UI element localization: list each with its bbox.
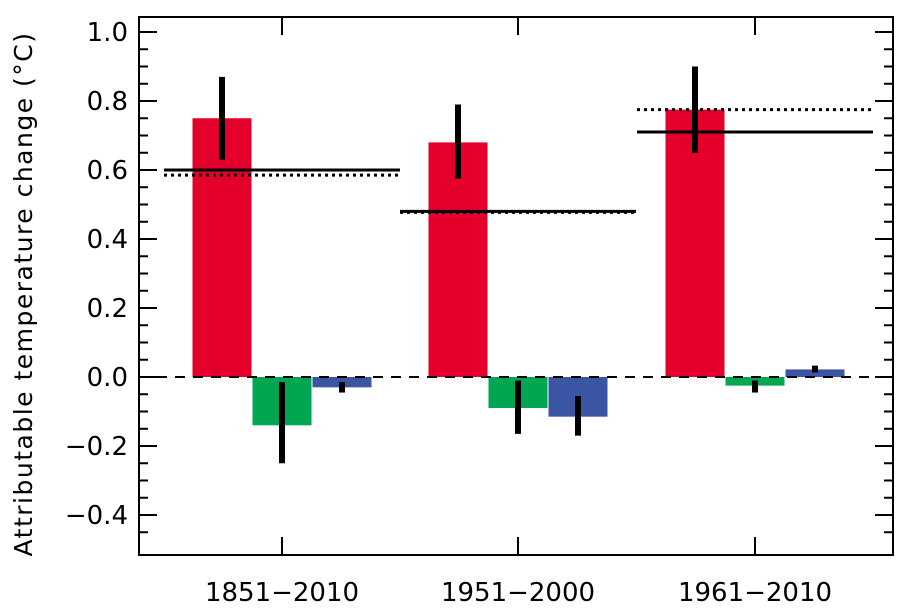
bar: [428, 142, 488, 377]
x-axis-ticks: [281, 17, 756, 555]
y-tick-label: 0.4: [87, 225, 128, 255]
y-tick-label: 0.8: [87, 87, 128, 117]
y-tick-labels: −0.4 −0.2 0.0 0.2 0.4 0.6 0.8 1.0: [65, 18, 128, 531]
y-tick-label: 0.6: [87, 156, 128, 186]
y-axis-label: Attributable temperature change (°C): [9, 32, 38, 557]
y-tick-label: 1.0: [87, 18, 128, 48]
x-tick-label: 1961−2010: [678, 578, 832, 608]
y-tick-label: 0.0: [87, 363, 128, 393]
bar: [785, 369, 845, 377]
bar: [665, 109, 725, 377]
x-tick-labels: 1851−2010 1951−2000 1961−2010: [205, 578, 832, 608]
y-tick-label: −0.2: [65, 432, 128, 462]
y-tick-label: −0.4: [65, 501, 128, 531]
y-axis-ticks: [139, 31, 893, 534]
bar: [192, 118, 252, 377]
plot-frame: [138, 16, 894, 556]
x-tick-label: 1851−2010: [205, 578, 359, 608]
reference-lines-layer: [164, 108, 873, 214]
y-tick-label: 0.2: [87, 294, 128, 324]
x-tick-label: 1951−2000: [441, 578, 595, 608]
